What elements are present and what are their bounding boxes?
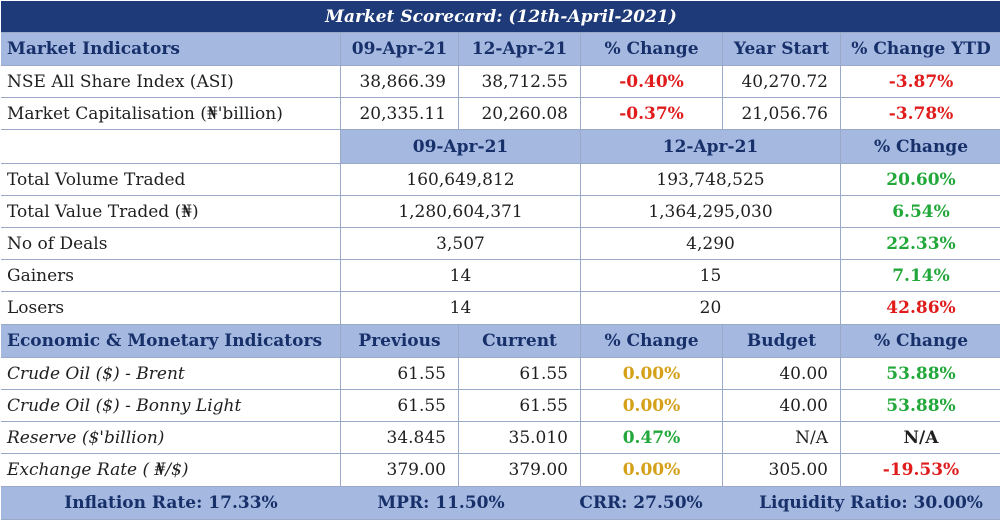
current-header: Current <box>459 325 581 358</box>
trading-header-row: 09-Apr-21 12-Apr-21 % Change <box>1 130 1000 164</box>
table-row: Total Volume Traded 160,649,812 193,748,… <box>1 164 1000 196</box>
mcap-curr: 20,260.08 <box>459 98 581 130</box>
table-row: Total Value Traded (₦) 1,280,604,371 1,3… <box>1 196 1000 228</box>
bonny-light-prev: 61.55 <box>341 390 459 422</box>
bonny-light-budget-change: 53.88% <box>841 390 1000 422</box>
reserve-prev: 34.845 <box>341 422 459 454</box>
gainers-change: 7.14% <box>841 260 1000 292</box>
table-row: Crude Oil ($) - Bonny Light 61.55 61.55 … <box>1 390 1000 422</box>
table-row: Crude Oil ($) - Brent 61.55 61.55 0.00% … <box>1 358 1000 390</box>
economic-header-row: Economic & Monetary Indicators Previous … <box>1 325 1000 358</box>
mcap-year-start: 21,056.76 <box>723 98 841 130</box>
exchange-rate-prev: 379.00 <box>341 454 459 487</box>
change-ytd-header: % Change YTD <box>841 33 1000 66</box>
trading-header-blank <box>1 130 341 164</box>
bonny-light-change: 0.00% <box>581 390 723 422</box>
deals-curr: 4,290 <box>581 228 841 260</box>
brent-budget-change: 53.88% <box>841 358 1000 390</box>
market-change-header: % Change <box>581 33 723 66</box>
losers-prev: 14 <box>341 292 581 325</box>
economic-change-header: % Change <box>581 325 723 358</box>
losers-curr: 20 <box>581 292 841 325</box>
losers-label: Losers <box>1 292 341 325</box>
budget-change-header: % Change <box>841 325 1000 358</box>
title-row: Market Scorecard: (12th-April-2021) <box>1 1 1000 33</box>
volume-label: Total Volume Traded <box>1 164 341 196</box>
bonny-light-curr: 61.55 <box>459 390 581 422</box>
gainers-curr: 15 <box>581 260 841 292</box>
exchange-rate-curr: 379.00 <box>459 454 581 487</box>
table-row: No of Deals 3,507 4,290 22.33% <box>1 228 1000 260</box>
brent-change: 0.00% <box>581 358 723 390</box>
volume-prev: 160,649,812 <box>341 164 581 196</box>
exchange-rate-label: Exchange Rate ( ₦/$) <box>1 454 341 487</box>
asi-year-start: 40,270.72 <box>723 66 841 98</box>
exchange-rate-change: 0.00% <box>581 454 723 487</box>
table-row: Exchange Rate ( ₦/$) 379.00 379.00 0.00%… <box>1 454 1000 487</box>
mcap-change: -0.37% <box>581 98 723 130</box>
economic-indicators-header: Economic & Monetary Indicators <box>1 325 341 358</box>
inflation-rate: Inflation Rate: 17.33% <box>1 487 341 520</box>
asi-curr: 38,712.55 <box>459 66 581 98</box>
deals-prev: 3,507 <box>341 228 581 260</box>
market-prev-date-header: 09-Apr-21 <box>341 33 459 66</box>
asi-ytd: -3.87% <box>841 66 1000 98</box>
asi-prev: 38,866.39 <box>341 66 459 98</box>
brent-budget: 40.00 <box>723 358 841 390</box>
market-indicators-header: Market Indicators <box>1 33 341 66</box>
mcap-prev: 20,335.11 <box>341 98 459 130</box>
crr-rate: CRR: 27.50% <box>541 487 741 520</box>
value-prev: 1,280,604,371 <box>341 196 581 228</box>
table-row: Losers 14 20 42.86% <box>1 292 1000 325</box>
asi-change: -0.40% <box>581 66 723 98</box>
trading-prev-date-header: 09-Apr-21 <box>341 130 581 164</box>
table-row: Reserve ($'billion) 34.845 35.010 0.47% … <box>1 422 1000 454</box>
deals-label: No of Deals <box>1 228 341 260</box>
brent-curr: 61.55 <box>459 358 581 390</box>
mpr-rate: MPR: 11.50% <box>341 487 541 520</box>
asi-label: NSE All Share Index (ASI) <box>1 66 341 98</box>
reserve-budget: N/A <box>723 422 841 454</box>
reserve-budget-change: N/A <box>841 422 1000 454</box>
deals-change: 22.33% <box>841 228 1000 260</box>
footer-row: Inflation Rate: 17.33% MPR: 11.50% CRR: … <box>1 487 1000 520</box>
table-row: NSE All Share Index (ASI) 38,866.39 38,7… <box>1 66 1000 98</box>
value-label: Total Value Traded (₦) <box>1 196 341 228</box>
volume-curr: 193,748,525 <box>581 164 841 196</box>
market-header-row: Market Indicators 09-Apr-21 12-Apr-21 % … <box>1 33 1000 66</box>
budget-header: Budget <box>723 325 841 358</box>
liquidity-ratio: Liquidity Ratio: 30.00% <box>741 487 1000 520</box>
losers-change: 42.86% <box>841 292 1000 325</box>
reserve-label: Reserve ($'billion) <box>1 422 341 454</box>
trading-change-header: % Change <box>841 130 1000 164</box>
mcap-label: Market Capitalisation (₦'billion) <box>1 98 341 130</box>
brent-label: Crude Oil ($) - Brent <box>1 358 341 390</box>
scorecard-title: Market Scorecard: (12th-April-2021) <box>1 1 1000 33</box>
mcap-ytd: -3.78% <box>841 98 1000 130</box>
year-start-header: Year Start <box>723 33 841 66</box>
bonny-light-label: Crude Oil ($) - Bonny Light <box>1 390 341 422</box>
reserve-change: 0.47% <box>581 422 723 454</box>
market-curr-date-header: 12-Apr-21 <box>459 33 581 66</box>
table-row: Gainers 14 15 7.14% <box>1 260 1000 292</box>
trading-curr-date-header: 12-Apr-21 <box>581 130 841 164</box>
reserve-curr: 35.010 <box>459 422 581 454</box>
value-curr: 1,364,295,030 <box>581 196 841 228</box>
previous-header: Previous <box>341 325 459 358</box>
brent-prev: 61.55 <box>341 358 459 390</box>
gainers-label: Gainers <box>1 260 341 292</box>
value-change: 6.54% <box>841 196 1000 228</box>
table-row: Market Capitalisation (₦'billion) 20,335… <box>1 98 1000 130</box>
volume-change: 20.60% <box>841 164 1000 196</box>
exchange-rate-budget-change: -19.53% <box>841 454 1000 487</box>
gainers-prev: 14 <box>341 260 581 292</box>
exchange-rate-budget: 305.00 <box>723 454 841 487</box>
bonny-light-budget: 40.00 <box>723 390 841 422</box>
